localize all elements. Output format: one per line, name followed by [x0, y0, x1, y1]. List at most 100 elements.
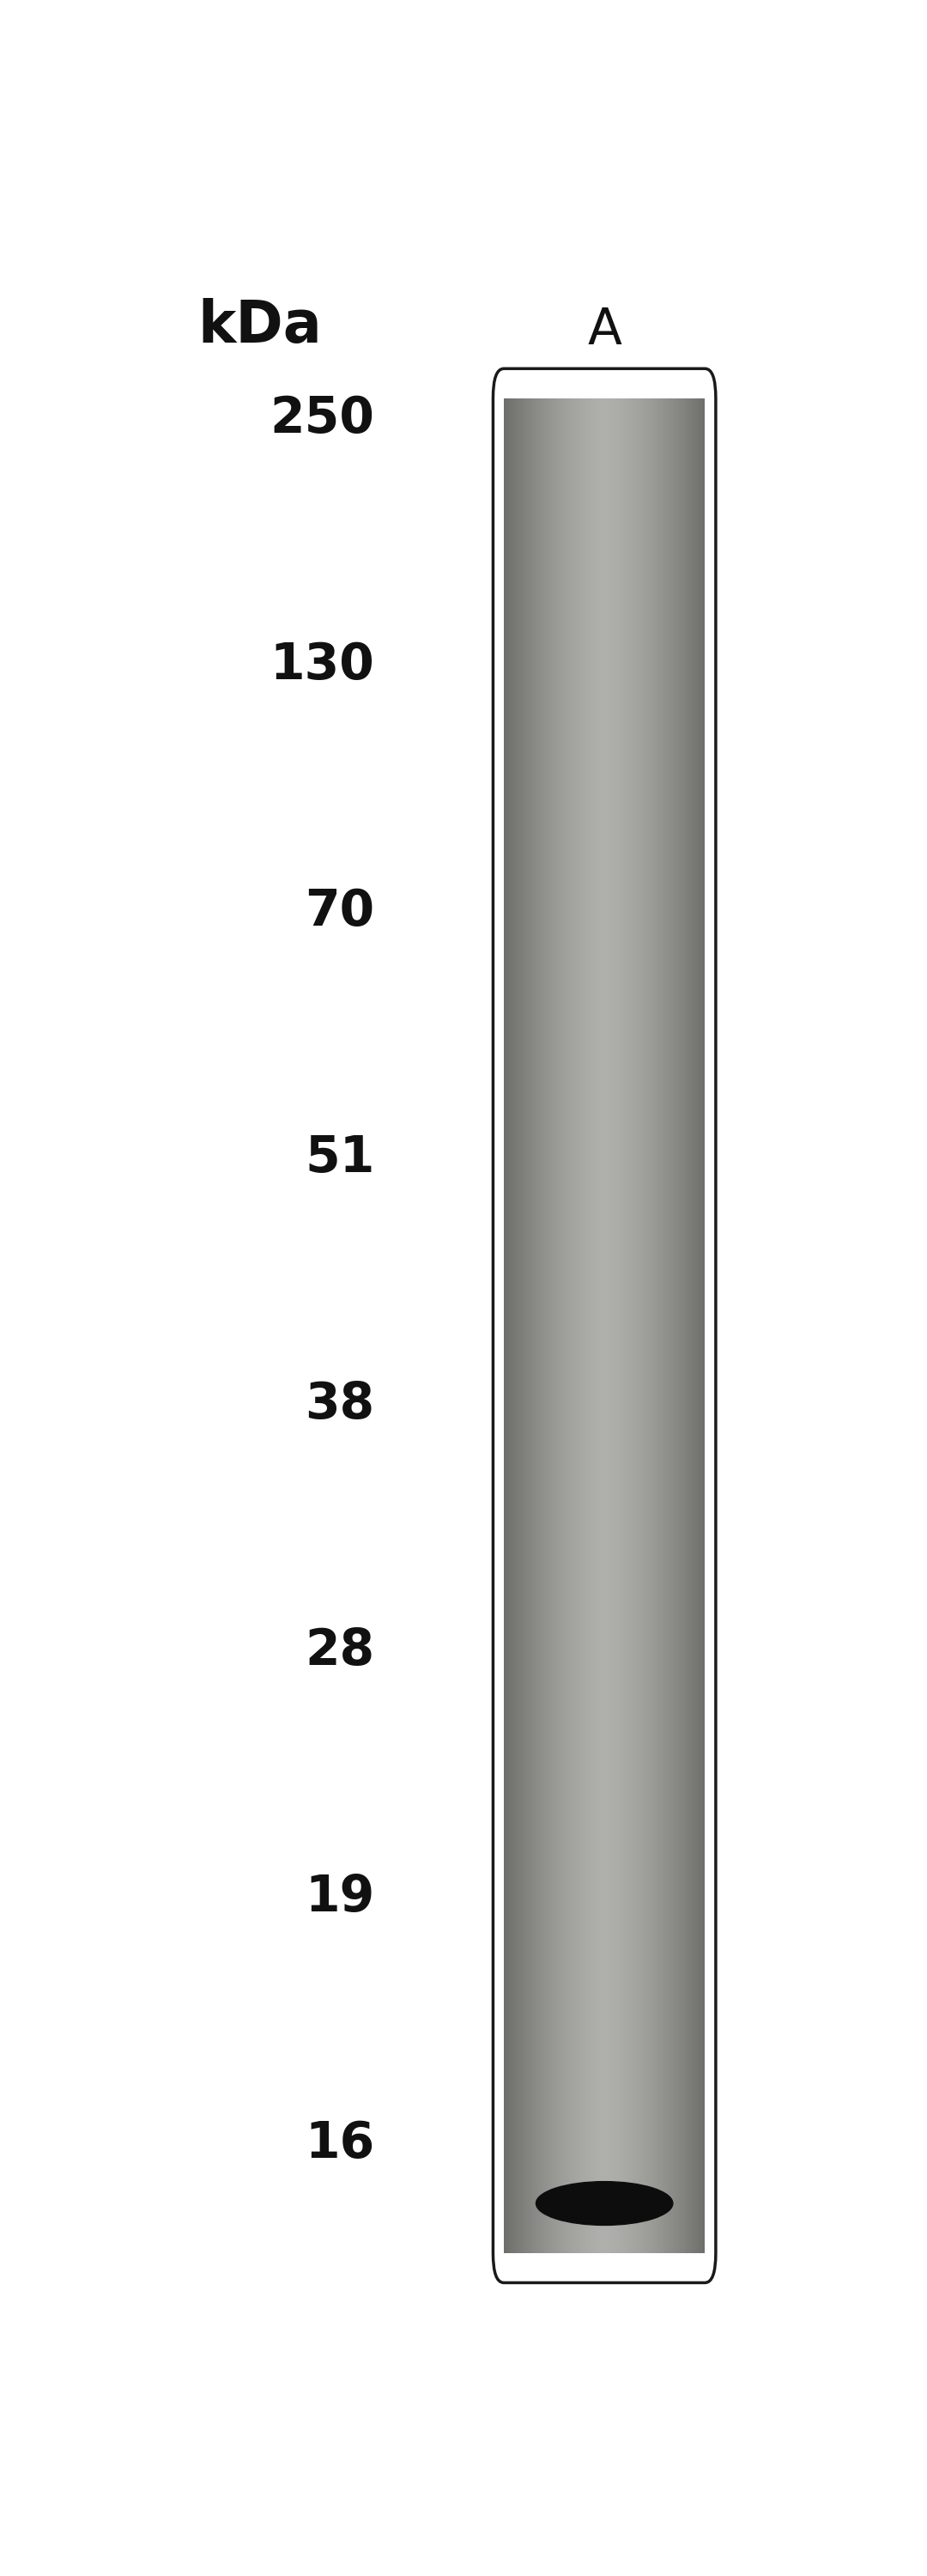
Bar	[660, 399, 661, 2254]
Bar	[554, 399, 555, 2254]
Bar	[538, 399, 539, 2254]
Bar	[612, 399, 613, 2254]
Bar	[650, 399, 651, 2254]
Bar	[541, 399, 542, 2254]
Bar	[678, 399, 679, 2254]
Bar	[651, 399, 652, 2254]
Bar	[662, 399, 663, 2254]
Bar	[582, 399, 583, 2254]
Bar	[540, 399, 541, 2254]
Bar	[516, 399, 517, 2254]
Bar	[588, 399, 589, 2254]
Bar	[667, 399, 668, 2254]
Bar	[528, 399, 529, 2254]
Text: 130: 130	[270, 641, 375, 690]
Bar	[652, 399, 653, 2254]
Bar	[562, 399, 564, 2254]
Bar	[523, 399, 524, 2254]
Bar	[645, 399, 647, 2254]
Bar	[626, 399, 627, 2254]
Bar	[676, 399, 677, 2254]
Bar	[567, 399, 568, 2254]
Bar	[533, 399, 534, 2254]
Bar	[636, 399, 637, 2254]
Bar	[673, 399, 674, 2254]
Bar	[641, 399, 642, 2254]
Bar	[569, 399, 570, 2254]
Bar	[574, 399, 576, 2254]
Bar	[644, 399, 645, 2254]
Bar	[605, 399, 606, 2254]
Bar	[589, 399, 590, 2254]
Bar	[583, 399, 584, 2254]
Bar	[630, 399, 631, 2254]
Bar	[590, 399, 591, 2254]
Bar	[606, 399, 607, 2254]
Bar	[535, 399, 536, 2254]
Text: kDa: kDa	[197, 299, 322, 355]
Bar	[672, 399, 673, 2254]
Text: 51: 51	[305, 1133, 375, 1182]
Bar	[618, 399, 619, 2254]
Bar	[608, 399, 609, 2254]
Text: 250: 250	[270, 394, 375, 443]
Bar	[658, 399, 659, 2254]
Bar	[552, 399, 553, 2254]
Bar	[640, 399, 641, 2254]
Bar	[592, 399, 593, 2254]
Bar	[671, 399, 672, 2254]
Bar	[627, 399, 628, 2254]
Bar	[677, 399, 678, 2254]
Bar	[661, 399, 662, 2254]
Bar	[580, 399, 581, 2254]
Bar	[525, 399, 526, 2254]
Bar	[675, 399, 676, 2254]
Bar	[638, 399, 639, 2254]
Bar	[594, 399, 595, 2254]
Bar	[655, 399, 656, 2254]
Ellipse shape	[536, 2182, 673, 2226]
Bar	[604, 399, 605, 2254]
Bar	[628, 399, 629, 2254]
Bar	[513, 399, 514, 2254]
Bar	[704, 399, 705, 2254]
Bar	[545, 399, 546, 2254]
Bar	[557, 399, 558, 2254]
Bar	[637, 399, 638, 2254]
Bar	[619, 399, 620, 2254]
Bar	[518, 399, 519, 2254]
Bar	[548, 399, 549, 2254]
Bar	[585, 399, 586, 2254]
Bar	[699, 399, 700, 2254]
Bar	[601, 399, 602, 2254]
Bar	[571, 399, 572, 2254]
Bar	[596, 399, 597, 2254]
Bar	[642, 399, 643, 2254]
Bar	[570, 399, 571, 2254]
Bar	[512, 399, 513, 2254]
Bar	[688, 399, 689, 2254]
Text: 70: 70	[305, 886, 375, 935]
Bar	[573, 399, 574, 2254]
Bar	[537, 399, 538, 2254]
Bar	[684, 399, 685, 2254]
Bar	[607, 399, 608, 2254]
Bar	[510, 399, 511, 2254]
Bar	[543, 399, 544, 2254]
Bar	[579, 399, 580, 2254]
Bar	[680, 399, 682, 2254]
Bar	[670, 399, 671, 2254]
Bar	[560, 399, 561, 2254]
Bar	[591, 399, 592, 2254]
Bar	[531, 399, 532, 2254]
Bar	[578, 399, 579, 2254]
Bar	[534, 399, 535, 2254]
Bar	[530, 399, 531, 2254]
Bar	[504, 399, 505, 2254]
Bar	[694, 399, 695, 2254]
Bar	[695, 399, 696, 2254]
Bar	[659, 399, 660, 2254]
Bar	[629, 399, 630, 2254]
Bar	[564, 399, 565, 2254]
Bar	[581, 399, 582, 2254]
